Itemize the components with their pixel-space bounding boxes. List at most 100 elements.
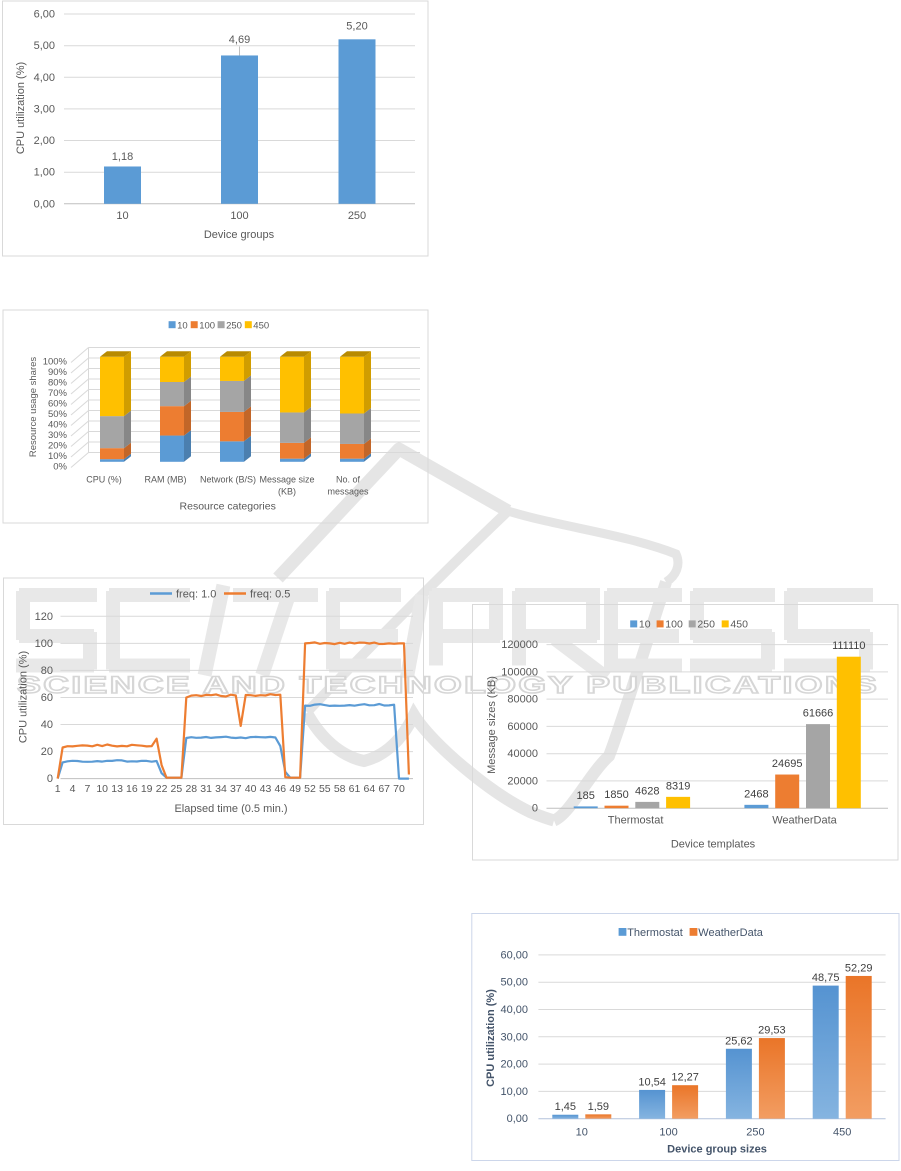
svg-text:37: 37 — [230, 783, 242, 795]
svg-text:CPU utilization (%): CPU utilization (%) — [18, 651, 30, 743]
svg-text:10%: 10% — [48, 451, 68, 462]
svg-text:4,00: 4,00 — [34, 72, 55, 84]
svg-text:80: 80 — [41, 665, 53, 677]
svg-text:RAM (MB): RAM (MB) — [145, 475, 187, 485]
svg-text:60000: 60000 — [507, 721, 538, 733]
svg-text:52: 52 — [304, 783, 316, 795]
svg-text:Elapsed time (0.5 min.): Elapsed time (0.5 min.) — [174, 803, 287, 815]
svg-text:7: 7 — [84, 783, 90, 795]
svg-text:40000: 40000 — [507, 748, 538, 760]
svg-text:freq: 0.5: freq: 0.5 — [250, 589, 290, 601]
svg-text:13: 13 — [111, 783, 123, 795]
svg-text:Resource categories: Resource categories — [180, 501, 276, 513]
svg-text:100000: 100000 — [501, 666, 538, 678]
svg-text:100%: 100% — [43, 357, 68, 368]
svg-text:50,00: 50,00 — [500, 977, 528, 989]
svg-text:2468: 2468 — [744, 788, 768, 800]
svg-text:19: 19 — [141, 783, 153, 795]
svg-text:450: 450 — [253, 320, 269, 331]
svg-text:70: 70 — [393, 783, 405, 795]
svg-text:Thermostat: Thermostat — [608, 815, 664, 827]
svg-text:SCIENCE AND TECHNOLOGY PUBLICA: SCIENCE AND TECHNOLOGY PUBLICATIONS — [17, 672, 879, 699]
svg-text:0,00: 0,00 — [507, 1113, 528, 1125]
svg-text:Resource usage shares: Resource usage shares — [28, 357, 39, 458]
svg-text:0,00: 0,00 — [34, 198, 55, 210]
svg-text:60%: 60% — [48, 399, 68, 410]
svg-text:48,75: 48,75 — [812, 972, 840, 984]
svg-text:46: 46 — [274, 783, 286, 795]
svg-text:58: 58 — [334, 783, 346, 795]
svg-text:3,00: 3,00 — [34, 103, 55, 115]
svg-text:120: 120 — [35, 611, 53, 623]
svg-text:250: 250 — [226, 320, 242, 331]
svg-text:250: 250 — [348, 210, 366, 222]
svg-text:61: 61 — [349, 783, 361, 795]
svg-text:10,54: 10,54 — [638, 1076, 666, 1088]
svg-text:28: 28 — [185, 783, 197, 795]
svg-text:80000: 80000 — [507, 694, 538, 706]
svg-text:25,62: 25,62 — [725, 1035, 753, 1047]
svg-text:freq: 1.0: freq: 1.0 — [176, 589, 216, 601]
svg-text:250: 250 — [746, 1127, 764, 1139]
svg-text:20%: 20% — [48, 441, 68, 452]
svg-text:CPU utilization (%): CPU utilization (%) — [15, 62, 27, 154]
svg-text:90%: 90% — [48, 367, 68, 378]
svg-text:Device templates: Device templates — [671, 839, 756, 851]
svg-text:100: 100 — [665, 619, 683, 631]
svg-text:111110: 111110 — [832, 640, 865, 652]
svg-text:Thermostat: Thermostat — [627, 927, 683, 939]
svg-text:24695: 24695 — [772, 758, 803, 770]
svg-text:40: 40 — [245, 783, 257, 795]
svg-text:25: 25 — [171, 783, 183, 795]
svg-text:12,27: 12,27 — [671, 1072, 699, 1084]
svg-text:Device groups: Device groups — [204, 229, 275, 241]
svg-text:30,00: 30,00 — [500, 1031, 528, 1043]
svg-text:100: 100 — [230, 210, 248, 222]
svg-text:10: 10 — [576, 1127, 588, 1139]
svg-text:WeatherData: WeatherData — [772, 815, 837, 827]
svg-text:100: 100 — [35, 638, 53, 650]
svg-text:60: 60 — [41, 692, 53, 704]
svg-text:450: 450 — [833, 1127, 851, 1139]
svg-text:185: 185 — [577, 790, 595, 802]
svg-text:CPU utilization (%): CPU utilization (%) — [485, 989, 497, 1087]
svg-text:43: 43 — [260, 783, 272, 795]
svg-text:0: 0 — [47, 773, 53, 785]
svg-text:450: 450 — [730, 619, 748, 631]
svg-text:80%: 80% — [48, 378, 68, 389]
svg-text:64: 64 — [364, 783, 376, 795]
svg-text:49: 49 — [289, 783, 301, 795]
svg-text:250: 250 — [697, 619, 715, 631]
svg-text:10: 10 — [116, 210, 128, 222]
svg-text:10: 10 — [96, 783, 108, 795]
svg-text:CPU (%): CPU (%) — [86, 475, 122, 485]
svg-text:20000: 20000 — [507, 775, 538, 787]
svg-text:WeatherData: WeatherData — [698, 927, 763, 939]
svg-text:120000: 120000 — [501, 639, 538, 651]
svg-text:0: 0 — [532, 803, 538, 815]
svg-text:40%: 40% — [48, 420, 68, 431]
svg-text:5,00: 5,00 — [34, 40, 55, 52]
svg-text:60,00: 60,00 — [500, 949, 528, 961]
svg-text:29,53: 29,53 — [758, 1025, 786, 1037]
svg-text:Network (B/S): Network (B/S) — [200, 475, 256, 485]
svg-text:1,00: 1,00 — [34, 167, 55, 179]
svg-text:100: 100 — [659, 1127, 677, 1139]
svg-text:8319: 8319 — [666, 780, 690, 792]
svg-text:messages: messages — [327, 487, 369, 497]
svg-text:4628: 4628 — [635, 785, 659, 797]
svg-text:No. of: No. of — [336, 475, 361, 485]
svg-text:(KB): (KB) — [278, 487, 296, 497]
svg-text:5,20: 5,20 — [346, 21, 367, 33]
svg-text:4: 4 — [70, 783, 76, 795]
svg-text:1,18: 1,18 — [112, 151, 133, 163]
svg-text:40: 40 — [41, 719, 53, 731]
svg-text:10: 10 — [177, 320, 188, 331]
svg-text:55: 55 — [319, 783, 331, 795]
svg-text:Message sizes (KB): Message sizes (KB) — [486, 676, 498, 774]
svg-text:Message size: Message size — [259, 475, 314, 485]
svg-text:1: 1 — [55, 783, 61, 795]
svg-text:10,00: 10,00 — [500, 1086, 528, 1098]
svg-text:52,29: 52,29 — [845, 962, 873, 974]
svg-text:61666: 61666 — [803, 708, 834, 720]
